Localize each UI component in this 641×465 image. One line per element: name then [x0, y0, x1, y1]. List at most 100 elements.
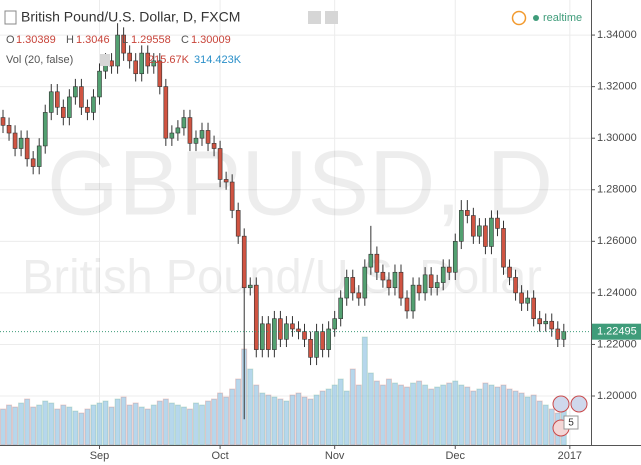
volume-bar [500, 384, 507, 446]
volume-bar [295, 392, 302, 446]
volume-bar [30, 406, 37, 446]
volume-bar [446, 382, 453, 446]
volume-settings-icon[interactable] [100, 54, 110, 66]
candle-body [362, 266, 368, 299]
candle-body [495, 217, 500, 229]
flag-icon[interactable] [570, 395, 588, 413]
candle-body [61, 106, 66, 118]
candle-body [217, 148, 223, 180]
candle-body [199, 130, 205, 139]
warning-icon[interactable] [511, 10, 527, 26]
candle-body [12, 132, 18, 149]
volume-bar [373, 380, 380, 446]
volume-bar [422, 384, 429, 446]
legend-header: British Pound/U.S. Dollar, D, FXCM realt… [4, 9, 582, 66]
last-price-label: 1.22495 [597, 326, 637, 338]
candle-body [380, 271, 386, 281]
candle-body [434, 282, 440, 289]
candle-body [525, 297, 530, 304]
volume-bar [410, 382, 417, 446]
candle-body [24, 137, 30, 160]
volume-bar [48, 402, 55, 446]
volume-bar [229, 388, 236, 446]
candle-body [48, 91, 54, 113]
candle-body [235, 210, 241, 237]
candle-body [253, 284, 259, 350]
candle-body [320, 331, 325, 350]
volume-bar [416, 380, 423, 446]
volume-bar [355, 384, 362, 446]
ohlc-value: 1.30009 [191, 34, 231, 46]
settings-icon[interactable] [308, 11, 321, 24]
candle-body [205, 130, 211, 144]
volume-bar [102, 400, 109, 446]
candle-body [338, 297, 343, 319]
y-tick-label: 1.24000 [597, 287, 637, 299]
volume-value: 215.67K [148, 54, 190, 66]
volume-bar [265, 394, 272, 446]
ohlc-label: L [122, 34, 128, 46]
candle-body [326, 328, 331, 350]
volume-bar [277, 398, 284, 446]
volume-bar [6, 404, 13, 446]
candle-body [30, 158, 36, 167]
badge-count: 5 [568, 418, 574, 429]
candle-body [139, 52, 145, 75]
candle-body [0, 117, 6, 126]
volume-bar [144, 408, 151, 446]
volume-bar [289, 394, 296, 446]
y-tick-label: 1.26000 [597, 235, 637, 247]
candle-body [272, 318, 277, 350]
candle-body [374, 253, 380, 273]
volume-bar [404, 386, 411, 446]
ohlc-label: O [6, 34, 15, 46]
badge-box[interactable] [563, 415, 579, 430]
volume-bar [506, 388, 513, 446]
x-tick-label: Sep [90, 450, 110, 462]
volume-bar [78, 412, 85, 446]
ohlc-label: H [66, 34, 74, 46]
candle-body [290, 323, 295, 330]
x-tick-label: Nov [325, 450, 345, 462]
volume-bar [319, 390, 326, 446]
candle-body [531, 297, 536, 319]
candle-body [241, 235, 247, 289]
volume-bar [464, 386, 471, 446]
volume-bar [54, 408, 61, 446]
candle-body [356, 292, 362, 299]
candle-body [211, 143, 217, 149]
volume-bar [96, 402, 103, 446]
candle-body [471, 215, 476, 237]
bottom-icons: 5 [552, 395, 588, 437]
candle-body [36, 145, 42, 167]
volume-bar [367, 372, 374, 446]
flag-icon[interactable] [552, 395, 570, 413]
collapse-icon[interactable] [4, 10, 17, 25]
candle-body [67, 96, 72, 118]
volume-bar [60, 404, 67, 446]
volume-bar [174, 404, 181, 446]
candle-body [85, 106, 90, 113]
y-tick-label: 1.28000 [597, 184, 637, 196]
volume-bar [488, 384, 495, 446]
candle-body [302, 331, 307, 340]
volume-legend-title: Vol (20, false) [6, 54, 73, 66]
volume-bar [349, 368, 356, 446]
volume-bar [120, 396, 127, 446]
volume-bar [470, 390, 477, 446]
volume-bar [132, 402, 139, 446]
volume-bar [391, 382, 398, 446]
volume-bar [494, 386, 501, 446]
watermark-name: British Pound/U.S. Dollar [22, 249, 542, 302]
volume-bar [42, 400, 49, 446]
more-icon[interactable] [325, 11, 338, 24]
candle-body [73, 86, 78, 98]
y-tick-label: 1.30000 [597, 132, 637, 144]
volume-bar [72, 410, 79, 446]
realtime-status: realtime [543, 12, 582, 24]
volume-bar [84, 408, 91, 446]
candle-body [549, 320, 555, 330]
volume-bar [476, 388, 483, 446]
